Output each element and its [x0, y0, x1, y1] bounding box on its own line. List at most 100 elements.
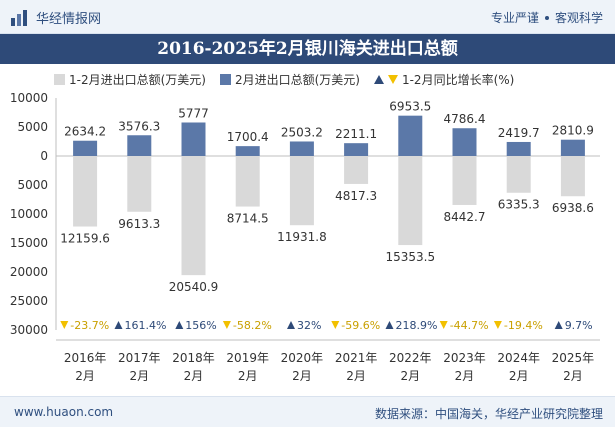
growth-down-triangle-icon [493, 321, 502, 329]
data-label-growth: 218.9% [396, 319, 438, 332]
data-label-monthly: 1700.4 [227, 130, 269, 144]
x-tick-label-year: 2021年 [335, 351, 378, 365]
bar-monthly [289, 141, 314, 156]
bar-monthly [235, 146, 260, 156]
data-label-growth: 9.7% [565, 319, 593, 332]
data-source: 数据来源：中国海关，华经产业研究院整理 [374, 407, 603, 421]
bar-cumulative [344, 156, 369, 184]
x-tick-label-year: 2024年 [497, 351, 540, 365]
growth-down-triangle-icon [439, 321, 448, 329]
data-label-growth: -23.7% [70, 319, 109, 332]
data-label-monthly: 2211.1 [335, 127, 377, 141]
data-label-growth: -44.7% [450, 319, 489, 332]
title-bar: 2016-2025年2月银川海关进出口总额 [0, 34, 615, 64]
y-tick-label: 25000 [10, 294, 48, 308]
growth-down-triangle-icon [222, 321, 231, 329]
y-tick-label: 0 [40, 149, 48, 163]
y-tick-label: 10000 [10, 91, 48, 105]
legend-item-monthly: 2月进出口总额(万美元) [219, 71, 360, 88]
bar-cumulative [506, 156, 531, 193]
y-tick-label: 15000 [10, 236, 48, 250]
legend-item-growth: 1-2月同比增长率(%) [373, 71, 515, 88]
growth-up-triangle-icon [114, 321, 123, 329]
y-tick-label: 5000 [17, 120, 48, 134]
data-label-monthly: 2810.9 [552, 124, 594, 138]
data-label-growth: -59.6% [341, 319, 380, 332]
growth-up-triangle-icon [373, 74, 384, 84]
header-bar: 华经情报网 专业严谨 客观科学 [0, 0, 615, 34]
legend-label-cumulative: 1-2月进出口总额(万美元) [69, 72, 206, 87]
data-label-monthly: 3576.3 [118, 119, 160, 133]
data-label-monthly: 4786.4 [444, 112, 486, 126]
x-tick-label-month: 2月 [129, 369, 149, 383]
y-tick-label: 30000 [10, 323, 48, 337]
x-tick-label-month: 2月 [509, 369, 529, 383]
growth-up-triangle-icon [175, 321, 184, 329]
x-tick-label-year: 2025年 [552, 351, 595, 365]
separator-dot-icon [544, 15, 549, 20]
data-label-growth: 156% [185, 319, 216, 332]
bar-monthly [181, 122, 206, 156]
legend-label-monthly: 2月进出口总额(万美元) [234, 72, 360, 87]
site-url: www.huaon.com [14, 405, 114, 419]
data-label-monthly: 2419.7 [498, 126, 540, 140]
slogan-left: 专业严谨 [490, 11, 539, 25]
growth-down-triangle-icon [60, 321, 69, 329]
brand-name: 华经情报网 [36, 12, 102, 27]
data-label-cumulative: 9613.3 [118, 217, 160, 231]
legend-label-growth: 1-2月同比增长率(%) [401, 72, 515, 87]
bar-monthly [398, 115, 423, 156]
data-label-growth: 161.4% [125, 319, 167, 332]
slogan-right: 客观科学 [554, 11, 603, 25]
legend-swatch-monthly [219, 73, 231, 85]
slogan: 专业严谨 客观科学 [491, 9, 603, 26]
bar-cumulative [452, 156, 477, 205]
growth-up-triangle-icon [554, 321, 563, 329]
footer-bar: www.huaon.com 数据来源：中国海关，华经产业研究院整理 [0, 396, 615, 427]
y-tick-label: 10000 [10, 207, 48, 221]
x-tick-label-year: 2023年 [443, 351, 486, 365]
x-tick-label-year: 2020年 [281, 351, 324, 365]
brand-logo-icon [11, 9, 27, 26]
data-label-cumulative: 6335.3 [498, 198, 540, 212]
data-label-growth: 32% [297, 319, 321, 332]
data-label-cumulative: 6938.6 [552, 201, 594, 215]
bar-cumulative [398, 156, 423, 246]
data-label-cumulative: 12159.6 [60, 232, 110, 246]
bar-monthly [127, 135, 152, 156]
data-label-cumulative: 8442.7 [444, 210, 486, 224]
x-tick-label-month: 2月 [238, 369, 258, 383]
chart-title: 2016-2025年2月银川海关进出口总额 [157, 39, 458, 59]
data-label-monthly: 2634.2 [64, 125, 106, 139]
bar-cumulative [235, 156, 260, 207]
x-tick-label-month: 2月 [346, 369, 366, 383]
legend-swatch-cumulative [54, 73, 65, 85]
x-tick-label-year: 2016年 [64, 351, 107, 365]
bar-cumulative [73, 156, 98, 227]
growth-down-triangle-icon [331, 321, 340, 329]
x-tick-label-month: 2月 [455, 369, 475, 383]
x-tick-label-year: 2022年 [389, 351, 432, 365]
growth-down-triangle-icon [387, 74, 398, 84]
growth-up-triangle-icon [385, 321, 394, 329]
bar-monthly [452, 128, 477, 156]
brand: 华经情报网 [10, 8, 101, 27]
x-tick-label-month: 2月 [400, 369, 420, 383]
data-label-growth: -58.2% [233, 319, 272, 332]
bar-monthly [560, 139, 585, 156]
data-label-cumulative: 20540.9 [169, 280, 219, 294]
bar-cumulative [289, 156, 314, 226]
data-label-monthly: 5777 [178, 106, 209, 120]
data-label-cumulative: 15353.5 [385, 250, 435, 264]
y-tick-label: 20000 [10, 265, 48, 279]
bar-cumulative [181, 156, 206, 276]
x-tick-label-year: 2018年 [172, 351, 215, 365]
chart-legend: 1-2月进出口总额(万美元) 2月进出口总额(万美元) 1-2月同比增长率(%) [54, 70, 514, 88]
bar-monthly [73, 140, 98, 156]
x-tick-label-month: 2月 [75, 369, 95, 383]
data-label-monthly: 2503.2 [281, 125, 323, 139]
chart-plot: 10000 5000 0 5000 10000 15000 20000 25000 30000 1… [10, 91, 600, 383]
data-label-cumulative: 8714.5 [227, 212, 269, 226]
bar-monthly [506, 141, 531, 156]
growth-up-triangle-icon [287, 321, 295, 329]
